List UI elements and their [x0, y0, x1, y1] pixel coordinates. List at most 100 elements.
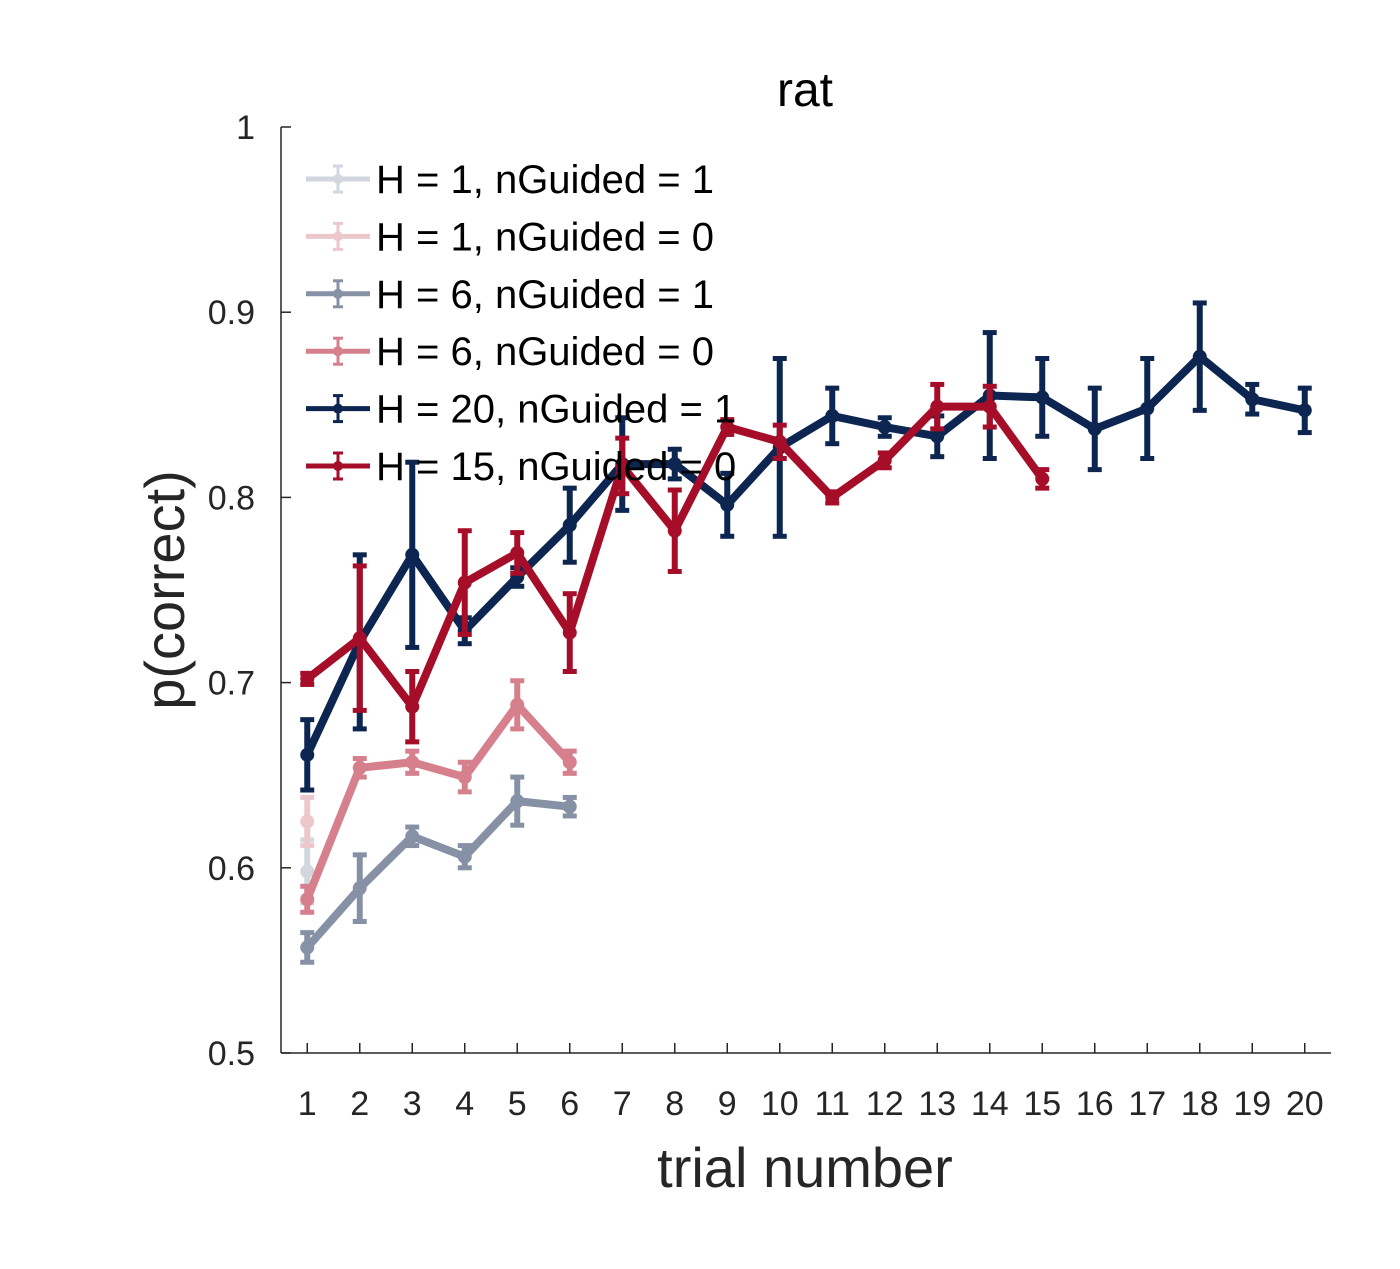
data-point [667, 457, 682, 472]
y-tick-label: 0.7 [208, 665, 255, 703]
data-point [562, 518, 577, 533]
legend-label: H = 1, nGuided = 1 [376, 158, 714, 202]
data-point [405, 547, 420, 562]
x-tick-label: 2 [350, 1085, 369, 1123]
data-point [457, 575, 472, 590]
series-2 [300, 774, 577, 965]
data-point [300, 747, 315, 762]
data-point [1245, 392, 1260, 407]
data-point [720, 420, 735, 435]
legend-swatch-marker [333, 174, 343, 184]
data-point [930, 429, 945, 444]
series-4 [300, 300, 1312, 793]
data-point [352, 631, 367, 646]
data-point [300, 864, 315, 879]
legend-item: H = 15, nGuided = 0 [306, 445, 736, 489]
series-layer [300, 300, 1312, 965]
x-tick-label: 16 [1076, 1085, 1114, 1123]
legend-label: H = 6, nGuided = 1 [376, 273, 714, 317]
data-point [825, 408, 840, 423]
series-line [303, 700, 574, 904]
x-tick-label: 19 [1233, 1085, 1271, 1123]
series-1 [300, 794, 315, 849]
x-tick-label: 1 [298, 1085, 317, 1123]
data-point [457, 770, 472, 785]
data-point [930, 399, 945, 414]
y-axis-title: p(correct) [133, 470, 196, 710]
data-point [720, 497, 735, 512]
data-point [562, 625, 577, 640]
x-tick-label: 3 [403, 1085, 422, 1123]
data-point [877, 453, 892, 468]
data-point [300, 671, 315, 686]
data-point [1192, 349, 1207, 364]
data-point [510, 697, 525, 712]
data-point [352, 881, 367, 896]
x-tick-label: 17 [1128, 1085, 1166, 1123]
data-point [405, 829, 420, 844]
legend-label: H = 15, nGuided = 0 [376, 445, 736, 489]
legend-item: H = 1, nGuided = 0 [306, 215, 714, 259]
y-tick-label: 1 [236, 109, 255, 147]
legend-swatch-marker [333, 231, 343, 242]
data-point [300, 940, 315, 955]
data-point [510, 794, 525, 809]
x-tick-label: 10 [761, 1085, 799, 1123]
y-tick-label: 0.8 [208, 479, 255, 517]
series-5 [300, 381, 1050, 745]
data-point [1035, 471, 1050, 486]
data-point [562, 799, 577, 814]
data-point [1035, 390, 1050, 405]
chart-title: rat [777, 64, 833, 117]
data-point [825, 490, 840, 505]
legend-item: H = 1, nGuided = 1 [306, 158, 714, 202]
x-tick-label: 4 [455, 1085, 474, 1123]
data-point [405, 699, 420, 714]
x-tick-label: 8 [665, 1085, 684, 1123]
data-point [772, 434, 787, 449]
legend-item: H = 6, nGuided = 1 [306, 273, 714, 317]
data-point [352, 760, 367, 775]
data-point [1087, 421, 1102, 436]
legend-swatch-marker [333, 403, 343, 414]
legend-swatch-marker [333, 461, 343, 471]
data-point [300, 892, 315, 907]
series-line [303, 797, 574, 952]
x-tick-label: 20 [1286, 1085, 1324, 1123]
y-ticks: 0.5 0.6 0.7 0.8 0.9 1 [208, 109, 291, 1073]
x-tick-label: 9 [718, 1085, 737, 1123]
series-line [303, 352, 1309, 759]
data-point [667, 523, 682, 538]
legend-swatch-marker [333, 346, 343, 357]
legend: H = 1, nGuided = 1 H = 1, nGuided = 0 H = … [306, 158, 736, 489]
data-point [877, 420, 892, 435]
data-point [300, 814, 315, 829]
x-axis-title: trial number [657, 1136, 953, 1199]
legend-item: H = 20, nGuided = 1 [306, 388, 736, 432]
x-tick-label: 7 [613, 1085, 632, 1123]
x-tick-label: 6 [560, 1085, 579, 1123]
data-point [510, 545, 525, 560]
x-tick-label: 15 [1023, 1085, 1061, 1123]
axes [280, 127, 1331, 1054]
data-point [457, 849, 472, 864]
x-tick-label: 12 [866, 1085, 904, 1123]
x-tick-label: 11 [815, 1085, 850, 1123]
y-tick-label: 0.5 [208, 1035, 255, 1073]
data-point [982, 399, 997, 414]
x-tick-label: 14 [971, 1085, 1009, 1123]
legend-label: H = 20, nGuided = 1 [376, 388, 736, 432]
legend-label: H = 1, nGuided = 0 [376, 215, 714, 259]
series-3 [300, 678, 577, 915]
legend-label: H = 6, nGuided = 0 [376, 330, 714, 374]
x-tick-label: 5 [508, 1085, 527, 1123]
legend-item: H = 6, nGuided = 0 [306, 330, 714, 374]
x-tick-label: 18 [1181, 1085, 1219, 1123]
data-point [405, 755, 420, 770]
data-point [562, 755, 577, 770]
data-point [615, 458, 630, 473]
data-point [1297, 403, 1312, 418]
y-tick-label: 0.9 [208, 294, 255, 332]
y-tick-label: 0.6 [208, 850, 255, 888]
